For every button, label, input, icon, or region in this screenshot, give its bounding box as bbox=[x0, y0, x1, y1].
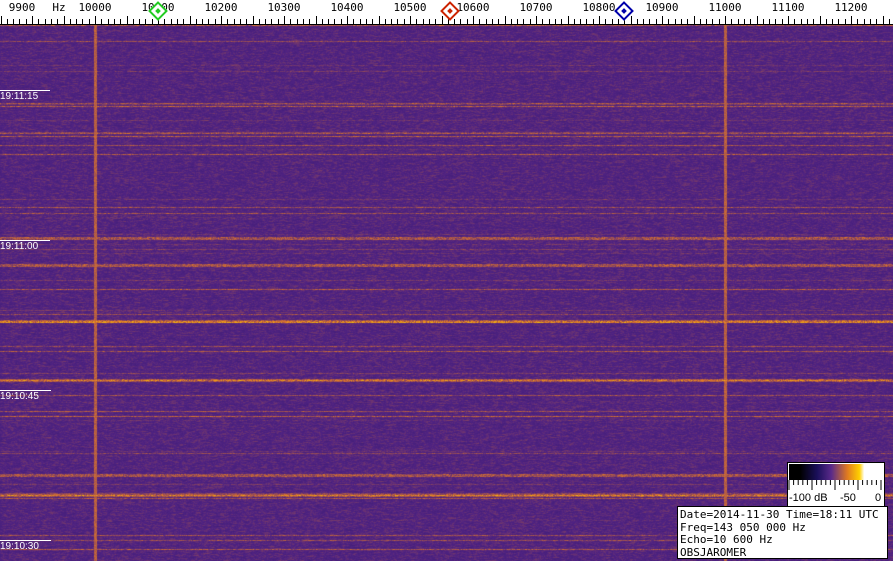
time-label: 19:10:45 bbox=[0, 390, 51, 402]
axis-tick-label: 10800 bbox=[582, 1, 615, 14]
time-label: 19:10:30 bbox=[0, 540, 51, 552]
info-date: Date=2014-11-30 Time=18:11 UTC bbox=[680, 508, 879, 521]
axis-tick-label: 10300 bbox=[267, 1, 300, 14]
axis-tick-label: 10200 bbox=[204, 1, 237, 14]
axis-tick-label: 10000 bbox=[78, 1, 111, 14]
axis-tick-label: 11200 bbox=[834, 1, 867, 14]
axis-tick-label: 10600 bbox=[456, 1, 489, 14]
axis-tick-label: 10500 bbox=[393, 1, 426, 14]
info-echo: Echo=10 600 Hz bbox=[680, 533, 773, 546]
axis-tick-label: 11000 bbox=[708, 1, 741, 14]
axis-unit-label: Hz bbox=[52, 1, 65, 14]
time-label: 19:11:00 bbox=[0, 240, 51, 252]
axis-tick-label: 10900 bbox=[645, 1, 678, 14]
colorbar-label-min: -100 dB bbox=[789, 492, 828, 504]
colorbar-label-max: 0 bbox=[875, 492, 882, 504]
colorbar-ticks bbox=[788, 480, 882, 490]
axis-tick-label: 10700 bbox=[519, 1, 552, 14]
colorbar-label-mid: -50 bbox=[840, 492, 856, 504]
info-observer: OBSJAROMER bbox=[680, 545, 747, 559]
colorbar-legend: -100 dB -50 0 bbox=[787, 462, 885, 507]
frequency-axis-ticks: 9900100001010010200103001040010500106001… bbox=[0, 1, 893, 25]
axis-tick-label: 9900 bbox=[9, 1, 36, 14]
time-label: 19:11:15 bbox=[0, 90, 51, 102]
info-box: Date=2014-11-30 Time=18:11 UTC Freq=143 0… bbox=[677, 506, 888, 559]
axis-tick-label: 10400 bbox=[330, 1, 363, 14]
colorbar-gradient bbox=[789, 464, 883, 480]
axis-tick-label: 11100 bbox=[771, 1, 804, 14]
waterfall-spectrogram bbox=[0, 25, 893, 561]
info-freq: Freq=143 050 000 Hz bbox=[680, 520, 806, 534]
